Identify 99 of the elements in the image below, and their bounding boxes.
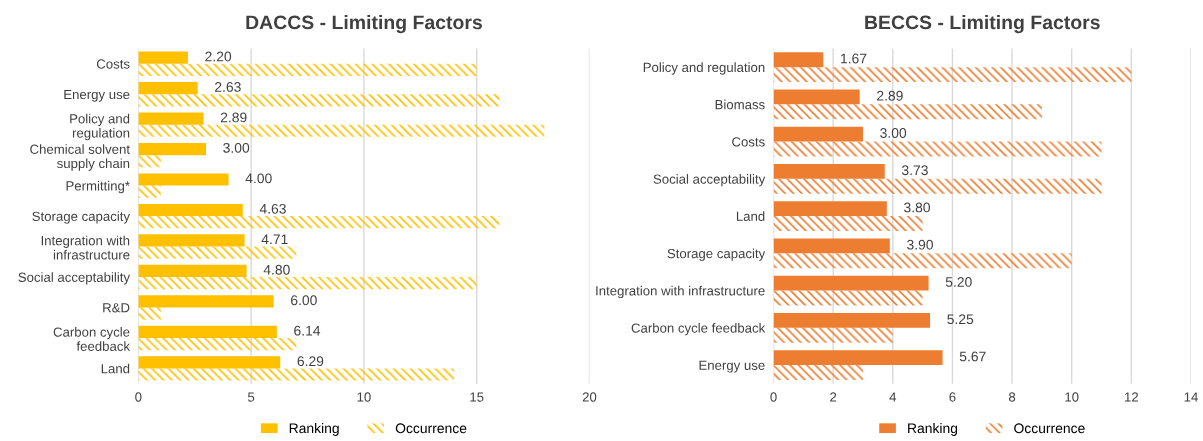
bar — [138, 51, 188, 64]
bar — [138, 307, 161, 320]
y-tick-label: Land — [101, 363, 130, 374]
y-tick-label: Energy use — [64, 89, 130, 102]
bar — [773, 126, 863, 142]
x-tick-label: 2 — [830, 392, 837, 402]
data-label: 5.20 — [945, 277, 972, 287]
bar — [138, 234, 245, 247]
data-label: 6.29 — [297, 356, 324, 367]
y-tick-label: Policy and regulation — [643, 62, 765, 75]
legend-label: Occurrence — [1014, 423, 1085, 434]
bar — [773, 275, 929, 291]
bar — [773, 365, 863, 380]
bar — [138, 112, 204, 125]
bar — [773, 216, 923, 231]
legend-label: Ranking — [289, 422, 339, 436]
data-label: 3.90 — [907, 239, 933, 250]
data-label: 2.89 — [220, 112, 247, 123]
bar — [138, 277, 477, 290]
bar — [773, 290, 923, 306]
data-label: 3.80 — [904, 202, 930, 213]
data-label: 5.67 — [959, 351, 986, 362]
x-tick-label: 6 — [949, 392, 956, 402]
x-tick-label: 12 — [1125, 392, 1139, 402]
bar — [138, 264, 247, 278]
data-label: 3.00 — [880, 128, 907, 138]
bar — [773, 67, 1132, 83]
legend-label: Occurrence — [395, 423, 467, 434]
bar — [773, 89, 860, 105]
y-tick-label: Integration with infrastructure — [596, 285, 765, 299]
y-tick-label: Costs — [732, 137, 765, 147]
x-tick-label: 10 — [1065, 392, 1079, 402]
bar — [138, 203, 243, 217]
bar — [138, 94, 500, 107]
x-tick-label: 14 — [1184, 392, 1198, 402]
data-label: 3.00 — [223, 142, 250, 153]
data-label: 3.73 — [901, 165, 928, 176]
bar — [773, 350, 943, 366]
y-tick-label: Storage capacity — [32, 211, 130, 224]
bar — [773, 312, 931, 328]
bar — [773, 253, 1072, 269]
data-label: 5.25 — [947, 314, 974, 325]
x-tick-label: 4 — [889, 392, 897, 402]
bar — [138, 246, 297, 259]
y-tick-label: Social acceptability — [18, 272, 130, 285]
bar — [138, 295, 274, 308]
bar — [773, 163, 885, 179]
data-label: 4.71 — [261, 234, 288, 245]
data-label: 2.89 — [877, 90, 903, 101]
bar — [138, 356, 281, 369]
bar — [138, 337, 297, 351]
bar — [138, 325, 277, 338]
x-tick-label: 0 — [770, 392, 777, 402]
data-label: 4.80 — [263, 264, 290, 275]
y-tick-label: Permitting* — [66, 180, 130, 194]
chart-title: DACCS - Limiting Factors — [246, 14, 482, 34]
bar — [773, 238, 890, 254]
bar — [138, 173, 229, 186]
y-tick-label: Policy and regulation — [70, 113, 130, 141]
legend-label: Ranking — [908, 422, 958, 436]
x-tick-label: 8 — [1008, 392, 1016, 402]
y-tick-label: Energy use — [699, 360, 765, 373]
chart-title: BECCS - Limiting Factors — [865, 14, 1100, 34]
y-tick-label: Biomass — [715, 99, 765, 110]
data-label: 6.00 — [291, 295, 317, 306]
data-label: 4.00 — [245, 173, 272, 184]
bar — [138, 63, 477, 76]
bar — [773, 327, 893, 343]
y-tick-label: Storage capacity — [667, 248, 766, 261]
bar — [138, 155, 161, 168]
y-tick-label: Social acceptability — [653, 174, 766, 187]
bar — [138, 82, 198, 95]
y-tick-label: Carbon cycle feedback — [53, 327, 131, 351]
bar — [773, 178, 1102, 194]
bar — [773, 141, 1102, 157]
y-tick-label: R&D — [103, 303, 130, 313]
data-label: 6.14 — [294, 325, 321, 336]
x-tick-label: 10 — [357, 392, 371, 402]
bar — [138, 216, 500, 229]
bar — [138, 368, 455, 381]
x-tick-label: 20 — [582, 392, 597, 402]
bar — [773, 52, 824, 68]
y-tick-label: Land — [736, 211, 765, 221]
data-label: 2.20 — [205, 51, 232, 62]
data-label: 4.63 — [259, 203, 286, 214]
x-tick-label: 0 — [135, 392, 142, 402]
bar — [773, 104, 1042, 120]
bar — [138, 185, 161, 198]
y-tick-label: Chemical solvent supply chain — [30, 144, 130, 171]
y-tick-label: Costs — [96, 59, 130, 69]
x-tick-label: 15 — [470, 392, 484, 402]
bar — [138, 124, 545, 137]
data-label: 2.63 — [215, 82, 241, 92]
x-tick-label: 5 — [247, 392, 255, 402]
y-tick-label: Carbon cycle feedback — [631, 323, 766, 336]
bar — [773, 201, 887, 217]
data-label: 1.67 — [841, 53, 867, 64]
y-tick-label: Integration with infrastructure — [41, 235, 130, 260]
bar — [138, 142, 207, 156]
